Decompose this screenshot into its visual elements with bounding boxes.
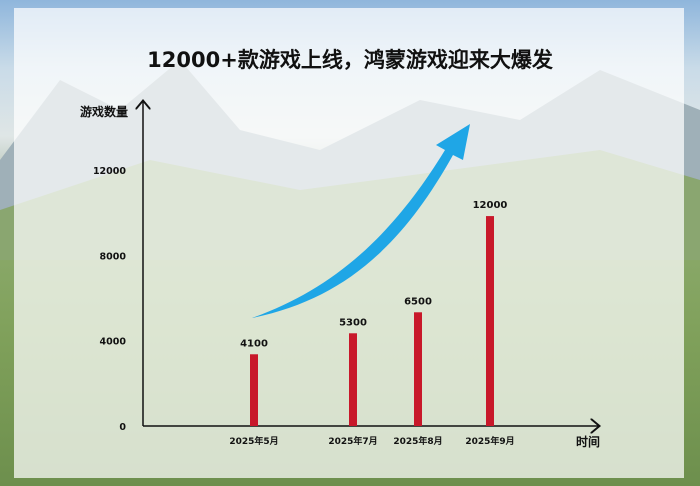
data-label: 4100 xyxy=(240,338,268,349)
x-axis-label: 时间 xyxy=(576,434,600,449)
bar xyxy=(349,333,357,426)
x-tick-label: 2025年9月 xyxy=(465,435,514,447)
data-label: 6500 xyxy=(404,296,432,307)
x-tick-label: 2025年8月 xyxy=(393,435,442,447)
chart-title: 12000+款游戏上线，鸿蒙游戏迎来大爆发 xyxy=(147,48,553,72)
y-tick-label: 12000 xyxy=(93,166,126,177)
y-tick-label: 4000 xyxy=(100,337,127,348)
y-axis-label: 游戏数量 xyxy=(80,104,128,119)
bar xyxy=(486,216,494,426)
y-tick-label: 8000 xyxy=(100,251,127,262)
data-label: 12000 xyxy=(473,200,508,211)
y-tick-label: 0 xyxy=(119,422,126,433)
x-tick-label: 2025年7月 xyxy=(328,435,377,447)
x-tick-label: 2025年5月 xyxy=(229,435,278,447)
data-label: 5300 xyxy=(339,317,367,328)
bar xyxy=(250,354,258,426)
bar xyxy=(414,312,422,426)
trend-arrow xyxy=(252,124,470,318)
